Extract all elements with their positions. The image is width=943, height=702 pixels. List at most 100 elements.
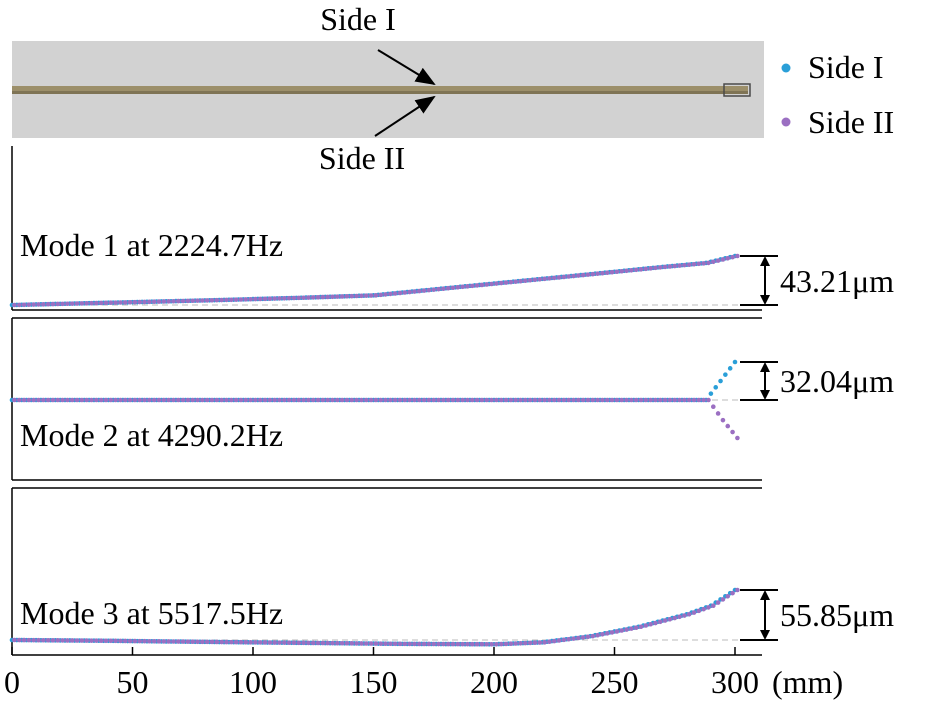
beam-tip-clamp — [723, 83, 751, 97]
panel-2-point-side-two — [26, 397, 32, 403]
panel-1-point-side-two — [638, 267, 644, 272]
x-tick-label: 250 — [591, 664, 639, 700]
panel-1-point-side-two — [330, 294, 335, 300]
panel-2-point-side-two — [489, 397, 494, 403]
panel-1-point-side-two — [74, 301, 80, 306]
panel-2-point-side-two — [421, 397, 427, 403]
panel-1-point-side-two — [619, 268, 625, 274]
panel-2-point-side-two — [325, 397, 331, 403]
panel-3-point-side-two — [455, 641, 461, 647]
panel-2-point-side-two — [696, 397, 702, 403]
panel-1-point-side-two — [494, 281, 499, 286]
panel-3-point-side-two — [643, 623, 649, 628]
panel-3-point-side-two — [214, 639, 220, 645]
panel-3-point-side-two — [378, 641, 384, 646]
panel-1-points — [9, 253, 740, 308]
x-tick-label: 200 — [470, 664, 518, 700]
panel-1-point-side-two — [725, 256, 731, 261]
panel-3-point-side-two — [523, 640, 528, 646]
panel-2-point-side-two — [662, 397, 668, 403]
panel-2-point-side-two — [378, 397, 384, 403]
panel-1-point-side-two — [335, 294, 340, 299]
panel-2-point-side-two — [397, 397, 403, 403]
panel-1-point-side-two — [421, 288, 427, 293]
panel-3-point-side-two — [383, 641, 388, 646]
panel-3-point-side-two — [65, 638, 70, 643]
panel-3-point-side-two — [648, 621, 653, 627]
panel-2-point-side-two — [200, 397, 205, 403]
panel-3-point-side-two — [335, 640, 340, 646]
x-tick-label: 100 — [229, 664, 277, 700]
panel-1-point-side-two — [720, 257, 726, 262]
panel-3-point-side-two — [26, 637, 32, 643]
panel-3-point-side-two — [407, 641, 412, 647]
panel-2-point-side-two — [368, 397, 374, 403]
panel-2-point-side-two — [735, 435, 740, 441]
panel-2-point-side-two — [224, 397, 229, 403]
panel-1-point-side-two — [98, 300, 104, 306]
panel-1-point-side-two — [513, 279, 518, 284]
panel-3-point-side-two — [566, 636, 571, 642]
panel-3-point-side-two — [715, 600, 721, 605]
panel-2-point-side-two — [50, 397, 56, 403]
panel-3-point-side-two — [262, 640, 268, 645]
panel-3-point-side-two — [402, 641, 408, 647]
panel-2-point-side-two — [412, 397, 417, 403]
panel-1-point-side-two — [26, 302, 32, 307]
panel-2-point-side-two — [657, 397, 663, 403]
x-tick-label: 0 — [4, 664, 20, 700]
panel-2-point-side-two — [441, 397, 446, 403]
panel-2-arrowhead-down — [760, 390, 770, 400]
panel-2-point-side-two — [253, 397, 258, 403]
panel-3-point-side-two — [296, 640, 302, 646]
panel-2-point-side-one — [708, 391, 714, 396]
panel-3-point-side-two — [12, 637, 17, 643]
panel-3-point-side-two — [132, 638, 138, 644]
panel-1-point-side-two — [696, 261, 702, 267]
panel-2-point-side-two — [556, 397, 562, 403]
panel-3-point-side-two — [638, 624, 644, 630]
beam-photo: Side I Side II — [12, 1, 764, 176]
panel-3-point-side-two — [45, 637, 51, 643]
panel-2-point-side-two — [219, 397, 224, 403]
panel-1-point-side-two — [262, 296, 268, 302]
panel-1-title: Mode 1 at 2224.7Hz — [20, 227, 283, 263]
panel-1-point-side-two — [310, 295, 316, 300]
panel-2-point-side-two — [508, 397, 514, 403]
panel-1-point-side-two — [253, 296, 258, 302]
panel-1-point-side-two — [566, 274, 571, 279]
panel-1-point-side-two — [41, 302, 46, 307]
panel-3-point-side-two — [127, 638, 133, 644]
panel-2-point-side-two — [648, 397, 653, 403]
panel-2-point-side-two — [686, 397, 692, 403]
panel-3-point-side-two — [614, 629, 620, 634]
panel-3-point-side-two — [657, 619, 663, 625]
panel-3-point-side-two — [662, 618, 668, 623]
panel-2-point-side-two — [551, 397, 557, 403]
panel-1-point-side-two — [576, 273, 581, 278]
panel-3-point-side-two — [359, 641, 364, 646]
panel-2-point-side-two — [624, 397, 629, 403]
panel-1-point-side-two — [537, 277, 543, 282]
panel-2-point-side-two — [132, 397, 138, 403]
panel-3-point-side-two — [310, 640, 316, 646]
panel-3-amplitude-bracket — [740, 589, 778, 641]
panel-2-point-side-two — [282, 397, 287, 403]
panel-3-point-side-two — [368, 641, 374, 646]
panel-2-point-side-two — [113, 397, 118, 403]
panel-2-point-side-two — [349, 397, 355, 403]
panel-1-point-side-two — [667, 264, 673, 269]
panel-2-point-side-two — [547, 397, 552, 403]
panel-1-point-side-two — [600, 270, 605, 276]
panel-2-point-side-two — [595, 397, 600, 403]
panel-2-point-side-two — [416, 397, 422, 403]
panel-2-point-side-two — [320, 397, 326, 403]
panel-3-point-side-two — [195, 639, 200, 645]
panel-2-point-side-two — [147, 397, 152, 403]
panel-2-point-side-two — [701, 397, 706, 403]
panel-1-point-side-two — [190, 298, 196, 304]
panel-2-point-side-two — [180, 397, 186, 403]
panel-3-point-side-two — [31, 637, 36, 643]
panel-2-point-side-two — [354, 397, 359, 403]
panel-3-point-side-two — [142, 638, 147, 644]
